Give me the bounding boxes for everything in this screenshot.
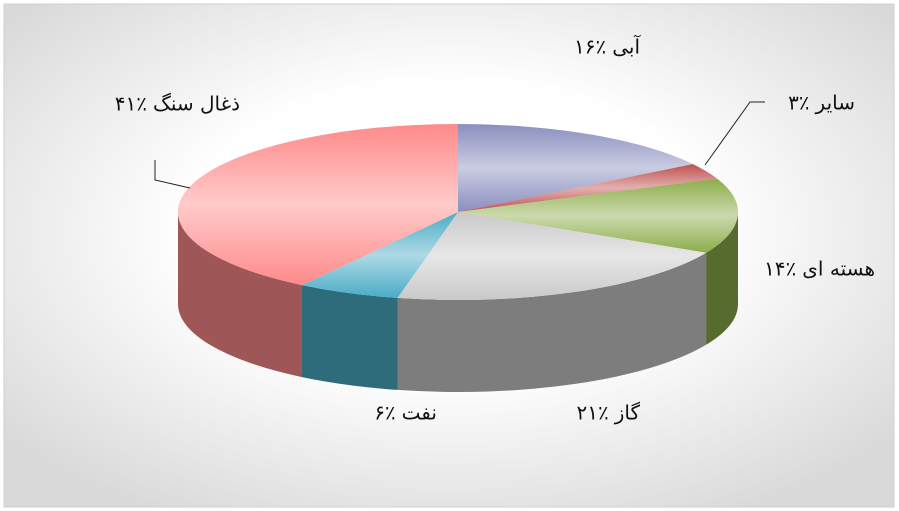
slice-side	[301, 285, 398, 390]
slice-highlight	[301, 212, 458, 298]
slice-highlight	[458, 178, 738, 253]
category-label: ذغال سنگ	[153, 92, 240, 116]
value-label: ۱۴٪	[764, 257, 796, 281]
pie-tops	[177, 124, 738, 300]
value-label: ۳٪	[788, 91, 809, 115]
value-label: ۱۶٪	[574, 35, 606, 59]
slice-side	[397, 252, 707, 393]
category-label: سایر	[815, 91, 855, 115]
slice-side	[178, 212, 302, 378]
category-label: نفت	[402, 401, 437, 425]
value-label: ۴۱٪	[115, 92, 147, 116]
value-label: ۲۱٪	[576, 401, 608, 425]
category-label: هسته ای	[802, 257, 875, 281]
slice-highlight	[397, 212, 707, 300]
category-label: آبی	[612, 34, 641, 59]
category-label: گاز	[614, 401, 641, 425]
slice-highlight	[177, 124, 458, 286]
slice-highlight	[458, 124, 693, 212]
value-label: ۶٪	[374, 401, 395, 425]
leader-line	[154, 160, 191, 189]
slice-side	[706, 212, 738, 345]
leader-line	[704, 101, 765, 166]
pie-walls	[178, 212, 738, 393]
slice-highlight	[458, 164, 718, 212]
